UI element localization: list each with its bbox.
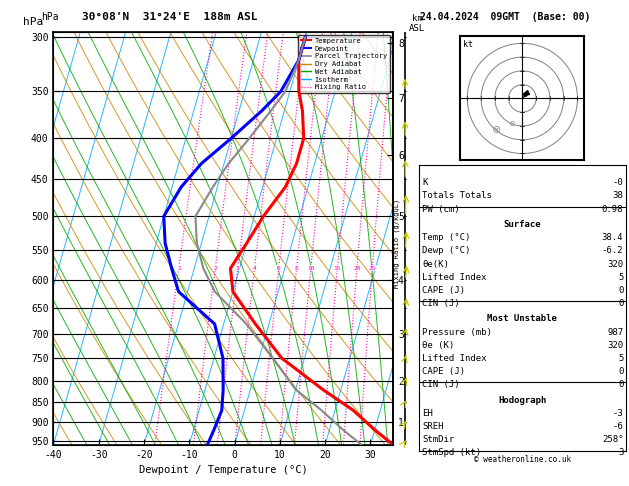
Text: SREH: SREH — [422, 422, 443, 431]
Text: 3: 3 — [236, 266, 240, 271]
Text: PW (cm): PW (cm) — [422, 205, 460, 214]
Text: 258°: 258° — [602, 435, 623, 444]
Text: K: K — [422, 178, 428, 188]
Text: Lifted Index: Lifted Index — [422, 354, 487, 363]
Text: 10: 10 — [307, 266, 314, 271]
Text: 0: 0 — [618, 286, 623, 295]
Text: 38: 38 — [613, 191, 623, 201]
Text: 0.98: 0.98 — [602, 205, 623, 214]
Text: 0: 0 — [618, 367, 623, 376]
Text: -0: -0 — [613, 178, 623, 188]
Text: 8: 8 — [295, 266, 299, 271]
Text: ⊗: ⊗ — [509, 119, 516, 128]
Text: -3: -3 — [613, 409, 623, 418]
Text: Hodograph: Hodograph — [498, 396, 547, 405]
Text: hPa: hPa — [41, 12, 58, 22]
Text: CIN (J): CIN (J) — [422, 299, 460, 308]
Text: CAPE (J): CAPE (J) — [422, 286, 465, 295]
Text: CAPE (J): CAPE (J) — [422, 367, 465, 376]
Text: Dewp (°C): Dewp (°C) — [422, 246, 470, 256]
Text: -6.2: -6.2 — [602, 246, 623, 256]
Y-axis label: km
ASL: km ASL — [409, 14, 425, 33]
Text: 3: 3 — [618, 448, 623, 457]
Text: 987: 987 — [607, 328, 623, 337]
Text: Totals Totals: Totals Totals — [422, 191, 492, 201]
Text: 38.4: 38.4 — [602, 233, 623, 243]
Text: 20: 20 — [353, 266, 360, 271]
Text: 5: 5 — [618, 354, 623, 363]
Text: -6: -6 — [613, 422, 623, 431]
Text: 320: 320 — [607, 341, 623, 350]
Text: 15: 15 — [333, 266, 341, 271]
Text: Temp (°C): Temp (°C) — [422, 233, 470, 243]
Text: 0: 0 — [618, 380, 623, 389]
Text: kt: kt — [463, 40, 473, 49]
Text: © weatheronline.co.uk: © weatheronline.co.uk — [474, 455, 571, 465]
Text: EH: EH — [422, 409, 433, 418]
Text: Pressure (mb): Pressure (mb) — [422, 328, 492, 337]
Text: Surface: Surface — [504, 220, 541, 229]
Text: StmDir: StmDir — [422, 435, 454, 444]
Text: Lifted Index: Lifted Index — [422, 273, 487, 282]
Text: ⊗: ⊗ — [492, 125, 501, 135]
Text: 1: 1 — [177, 266, 181, 271]
Text: 6: 6 — [277, 266, 281, 271]
Text: θe(K): θe(K) — [422, 260, 449, 269]
Text: 2: 2 — [213, 266, 217, 271]
Text: 320: 320 — [607, 260, 623, 269]
Text: θe (K): θe (K) — [422, 341, 454, 350]
Text: 4: 4 — [253, 266, 257, 271]
Text: Mixing Ratio (g/kgQL): Mixing Ratio (g/kgQL) — [393, 198, 399, 288]
Y-axis label: hPa: hPa — [23, 17, 43, 27]
Text: 0: 0 — [618, 299, 623, 308]
Text: 24.04.2024  09GMT  (Base: 00): 24.04.2024 09GMT (Base: 00) — [420, 12, 591, 22]
Text: 25: 25 — [369, 266, 376, 271]
Text: 30°08'N  31°24'E  188m ASL: 30°08'N 31°24'E 188m ASL — [82, 12, 257, 22]
Legend: Temperature, Dewpoint, Parcel Trajectory, Dry Adiabat, Wet Adiabat, Isotherm, Mi: Temperature, Dewpoint, Parcel Trajectory… — [298, 35, 389, 93]
Text: StmSpd (kt): StmSpd (kt) — [422, 448, 481, 457]
X-axis label: Dewpoint / Temperature (°C): Dewpoint / Temperature (°C) — [139, 465, 308, 475]
Text: 5: 5 — [618, 273, 623, 282]
Text: CIN (J): CIN (J) — [422, 380, 460, 389]
Text: Most Unstable: Most Unstable — [487, 314, 557, 324]
